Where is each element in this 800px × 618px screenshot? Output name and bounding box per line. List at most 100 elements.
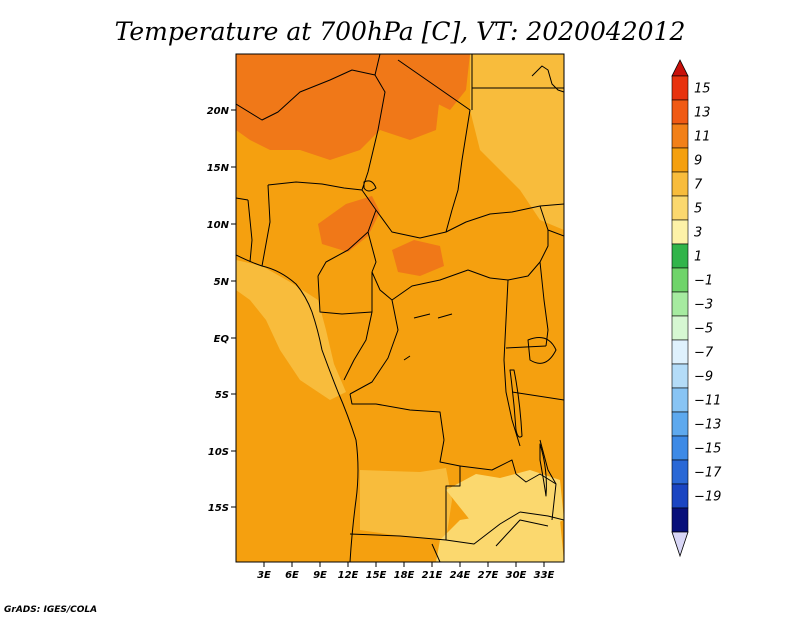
border-benin-nigeria [261, 184, 271, 267]
colorbar-label: −5 [694, 322, 713, 337]
lake-tanganyika [509, 369, 523, 438]
border-botswana [431, 543, 441, 562]
border-tanzania [511, 391, 564, 401]
lake-malawi [539, 443, 547, 497]
colorbar-segment [671, 243, 689, 269]
border-car-south [371, 269, 491, 301]
lat-tick-label: 20N [207, 106, 230, 117]
lon-tick-label: 6E [285, 570, 299, 581]
colorbar-segment [671, 507, 689, 533]
colorbar-label: 13 [694, 106, 711, 121]
lon-tick-label: 9E [313, 570, 327, 581]
colorbar-segment [671, 387, 689, 413]
lon-tick-label: 27E [478, 570, 499, 581]
border-uganda-south [505, 345, 547, 349]
colorbar-segment [671, 267, 689, 293]
colorbar-label: −3 [694, 298, 713, 313]
colorbar-segment [671, 147, 689, 173]
border-cameroon-gabon [317, 275, 373, 315]
lat-tick-label: EQ [214, 334, 230, 345]
border-chad-sudan [397, 59, 471, 211]
colorbar-label: −1 [694, 274, 713, 289]
border-mozambique [519, 511, 564, 521]
border-car-cameroon [367, 231, 377, 273]
lon-tick-label: 12E [338, 570, 359, 581]
latitude-axis: 20N 15N 10N 5N EQ 5S 10S 15S [207, 106, 236, 514]
country-borders [236, 54, 564, 562]
colorbar-label: 15 [694, 82, 711, 97]
border-chad-car [375, 209, 453, 239]
lon-tick-label: 15E [366, 570, 387, 581]
colorbar-segment [671, 411, 689, 437]
colorbar-label: 11 [694, 130, 711, 145]
temperature-region-11-13 [236, 54, 440, 160]
lake-victoria [527, 337, 557, 364]
lon-tick-label: 24E [450, 570, 471, 581]
longitude-axis: 3E 6E 9E 12E 15E 18E 21E 24E 27E 30E 33E [257, 562, 555, 581]
colorbar-label: −11 [694, 394, 721, 409]
border-malawi [539, 439, 557, 521]
colorbar-segment [671, 75, 689, 101]
colorbar-label: −9 [694, 370, 713, 385]
border-ethiopia [547, 229, 564, 237]
colorbar-label: 5 [694, 202, 702, 217]
border-angola-east [439, 439, 461, 540]
lon-tick-label: 3E [257, 570, 271, 581]
colorbar-label: −15 [694, 442, 721, 457]
border-zambia-south [445, 511, 521, 545]
colorbar-segment [671, 363, 689, 389]
colorbar-segment [671, 171, 689, 197]
border-nigeria-north [267, 181, 363, 191]
lon-tick-label: 33E [534, 570, 555, 581]
colorbar-segment [671, 99, 689, 125]
lat-tick-label: 15N [207, 163, 230, 174]
border-drc-west [349, 299, 399, 395]
border-togo-benin [247, 199, 253, 263]
colorbar-label: 3 [694, 226, 702, 241]
lat-tick-label: 15S [208, 503, 229, 514]
lat-tick-label: 5N [214, 277, 230, 288]
colorbar: 15 13 11 9 7 5 3 1 −1 −3 −5 −7 −9 −11 −13 −15 −17 −19 [671, 59, 722, 558]
colorbar-top-cap [671, 59, 689, 77]
colorbar-segment [671, 291, 689, 317]
red-sea-coast [531, 65, 564, 93]
river-congo-marks [403, 313, 453, 361]
lon-tick-label: 21E [422, 570, 443, 581]
colorbar-segment [671, 123, 689, 149]
border-niger-chad [361, 74, 386, 191]
temperature-region-11-13 [392, 240, 444, 276]
credit-text: GrADS: IGES/COLA [4, 605, 97, 615]
colorbar-segment [671, 219, 689, 245]
temperature-region-11-13 [380, 54, 470, 110]
colorbar-segment [671, 315, 689, 341]
temperature-region-7-9 [360, 468, 452, 540]
colorbar-label: −19 [694, 490, 721, 505]
map-panel [235, 53, 565, 563]
colorbar-segments [671, 75, 689, 533]
border-mali-niger [236, 54, 381, 121]
temperature-region-7-9 [470, 54, 564, 230]
border-nigeria-cameroon [317, 189, 377, 277]
colorbar-segment [671, 483, 689, 509]
colorbar-labels: 15 13 11 9 7 5 3 1 −1 −3 −5 −7 −9 −11 −13 −15 −17 −19 [694, 82, 722, 505]
figure-title: Temperature at 700hPa [C], VT: 202004201… [115, 17, 686, 46]
border-uganda-kenya [539, 261, 549, 347]
map-frame [235, 53, 565, 563]
coastline-west-africa [236, 254, 359, 562]
colorbar-label: −7 [694, 346, 714, 361]
temperature-region-11-13 [318, 196, 380, 252]
temperature-region-7-9 [236, 260, 346, 400]
lon-tick-label: 18E [394, 570, 415, 581]
lake-chad [363, 180, 377, 192]
border-drc-east [503, 279, 521, 447]
lat-tick-label: 5S [215, 390, 229, 401]
colorbar-segment [671, 339, 689, 365]
border-sudan-southsudan [445, 203, 564, 233]
colorbar-label: 9 [694, 154, 702, 169]
lon-tick-label: 30E [506, 570, 527, 581]
border-congo [343, 272, 373, 381]
colorbar-bottom-cap [671, 531, 689, 558]
border-zimbabwe [495, 519, 549, 547]
colorbar-segment [671, 459, 689, 485]
